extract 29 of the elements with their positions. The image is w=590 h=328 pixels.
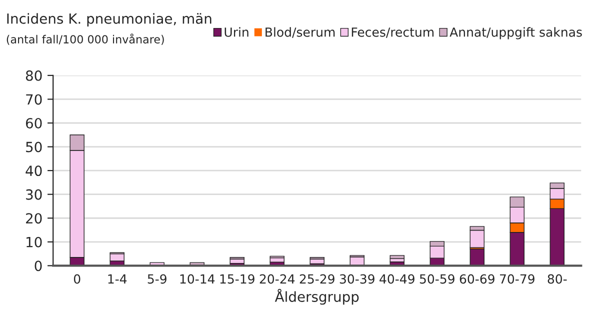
y-tick-label: 40 bbox=[26, 166, 42, 176]
x-tick-label: 40-49 bbox=[380, 274, 414, 284]
x-tick-label: 10-14 bbox=[180, 274, 215, 284]
x-tick-label: 50-59 bbox=[420, 274, 454, 284]
x-tick-label: 70-79 bbox=[500, 274, 534, 284]
x-tick-label: 80- bbox=[548, 274, 567, 284]
legend-label: Annat/uppgift saknas bbox=[450, 27, 582, 40]
x-tick-label: 60-69 bbox=[460, 274, 494, 284]
legend-label: Urin bbox=[224, 27, 248, 37]
y-tick-label: 50 bbox=[26, 142, 42, 152]
y-tick-label: 10 bbox=[26, 236, 42, 248]
legend-label: Blod/serum bbox=[266, 27, 335, 38]
x-tick-label: 20-24 bbox=[260, 274, 295, 284]
chart-title: Incidens K. pneumoniae, män bbox=[7, 13, 212, 27]
y-tick-label: 0 bbox=[34, 260, 42, 272]
y-tick-label: 30 bbox=[26, 189, 42, 200]
chart-subtitle: (antal fall/100 000 invånare) bbox=[6, 34, 164, 45]
y-tick-label: 70 bbox=[26, 94, 42, 105]
x-tick-label: 25-29 bbox=[300, 274, 334, 284]
x-tick-label: 30-39 bbox=[340, 274, 374, 284]
x-tick-label: 15-19 bbox=[220, 274, 254, 284]
x-tick-label: 5-9 bbox=[148, 274, 166, 284]
y-tick-label: 60 bbox=[26, 118, 42, 128]
y-tick-label: 80 bbox=[26, 70, 42, 81]
x-tick-label: 0 bbox=[74, 274, 80, 284]
y-tick-label: 20 bbox=[26, 213, 42, 224]
x-tick-label: 1-4 bbox=[108, 274, 127, 284]
x-axis-title: Åldersgrupp bbox=[274, 288, 359, 305]
legend-label: Feces/rectum bbox=[352, 28, 434, 38]
